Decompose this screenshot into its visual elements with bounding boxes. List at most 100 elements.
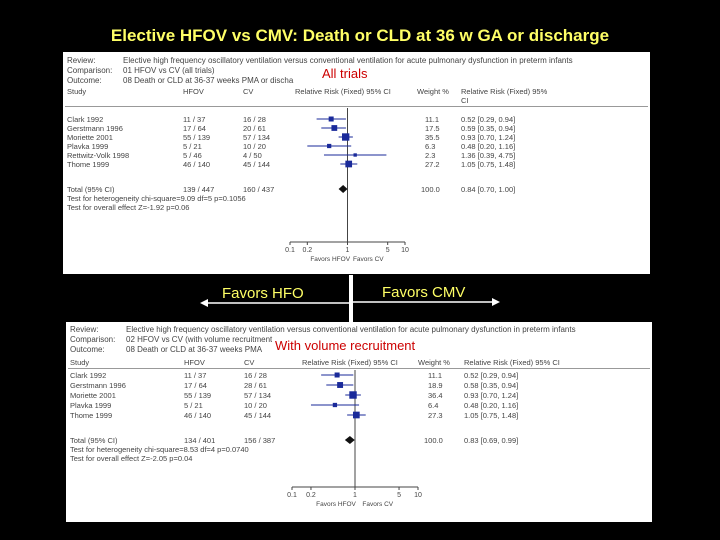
study-point [328, 116, 334, 122]
total-cv: 156 / 387 [244, 436, 276, 445]
axis-tick-label: 0.2 [302, 247, 312, 254]
header-study: Study [67, 87, 87, 96]
total-diamond [344, 436, 355, 444]
study-name: Plavka 1999 [67, 142, 109, 151]
cv-value: 57 / 134 [243, 133, 271, 142]
axis-tick-label: 0.1 [285, 247, 295, 254]
header-rr: Relative Risk (Fixed) 95% CI [295, 87, 391, 96]
study-point [337, 382, 344, 388]
study-point [331, 125, 338, 131]
header-study: Study [70, 358, 90, 367]
weight-value: 18.9 [428, 381, 443, 390]
comparison-text: 02 HFOV vs CV (with volume recruitment [126, 335, 273, 344]
overlay-label-volume-recruitment: With volume recruitment [272, 338, 419, 353]
cv-value: 20 / 61 [243, 124, 266, 133]
favors-hfo-label: Favors HFO [222, 285, 304, 302]
review-text: Elective high frequency oscillatory vent… [126, 325, 576, 334]
hfov-value: 55 / 139 [183, 133, 211, 142]
weight-value: 11.1 [428, 371, 443, 380]
rrci-value: 0.59 [0.35, 0.94] [461, 124, 516, 133]
axis-tick-label: 5 [397, 492, 401, 499]
weight-value: 11.1 [425, 115, 440, 124]
total-hfov: 134 / 401 [184, 436, 216, 445]
total-label: Total (95% CI) [67, 185, 115, 194]
header-weight: Weight % [418, 358, 450, 367]
rrci-value: 0.93 [0.70, 1.24] [464, 391, 519, 400]
weight-value: 6.4 [428, 401, 439, 410]
study-point [352, 411, 360, 419]
cv-value: 57 / 134 [244, 391, 272, 400]
header-hfov: HFOV [183, 87, 204, 96]
total-weight: 100.0 [424, 436, 443, 445]
hfov-value: 46 / 140 [184, 411, 212, 420]
study-point [342, 133, 350, 141]
hfov-value: 46 / 140 [183, 160, 211, 169]
weight-value: 27.3 [428, 411, 443, 420]
axis-tick-label: 0.2 [306, 492, 316, 499]
cv-value: 28 / 61 [244, 381, 267, 390]
axis-favors-hfov-label: Favors HFOV [310, 256, 350, 263]
rrci-value: 0.58 [0.35, 0.94] [464, 381, 519, 390]
study-name: Clark 1992 [70, 371, 107, 380]
hfov-value: 17 / 64 [184, 381, 207, 390]
cv-value: 10 / 20 [243, 142, 266, 151]
rrci-value: 0.93 [0.70, 1.24] [461, 133, 516, 142]
study-point [345, 160, 353, 168]
rrci-value: 1.05 [0.75, 1.48] [464, 411, 519, 420]
overlay-label-all-trials: All trials [319, 66, 371, 81]
axis-tick-label: 0.1 [287, 492, 297, 499]
study-point [334, 372, 340, 378]
header-rr: Relative Risk (Fixed) 95% CI [302, 358, 398, 367]
heterogeneity-test: Test for heterogeneity chi-square=9.09 d… [67, 194, 246, 203]
total-rrci: 0.83 [0.69, 0.99] [464, 436, 519, 445]
header-weight: Weight % [417, 87, 449, 96]
arrow-left [200, 299, 349, 307]
forest-plot-volume-recruitment: 0.1 0.2 1 5 10 Favors HFOV Favors CV [287, 370, 422, 508]
forest-plot-panel-volume-recruitment: Review: Elective high frequency oscillat… [66, 322, 652, 522]
total-weight: 100.0 [421, 185, 440, 194]
rrci-value: 0.48 [0.20, 1.16] [464, 401, 519, 410]
axis-favors-cv-label: Favors CV [362, 501, 393, 508]
study-point [332, 402, 338, 408]
overall-effect-test: Test for overall effect Z=-1.92 p=0.06 [67, 203, 190, 212]
rrci-value: 1.05 [0.75, 1.48] [461, 160, 516, 169]
header-rrci: Relative Risk (Fixed) 95% [461, 87, 548, 96]
study-point [327, 143, 332, 149]
total-diamond [338, 185, 348, 193]
axis-favors-hfov-label: Favors HFOV [316, 501, 356, 508]
arrow-right [353, 298, 500, 306]
study-name: Gerstmann 1996 [67, 124, 123, 133]
hfov-value: 11 / 37 [183, 115, 206, 124]
header-separator [65, 106, 648, 107]
hfov-value: 5 / 46 [183, 151, 202, 160]
rrci-value: 1.36 [0.39, 4.75] [461, 151, 516, 160]
cv-value: 16 / 28 [244, 371, 267, 380]
axis-tick-label: 10 [401, 247, 409, 254]
comparison-label: Comparison: [67, 66, 113, 75]
study-name: Thome 1999 [67, 160, 110, 169]
study-name: Moriette 2001 [67, 133, 113, 142]
study-point [349, 391, 357, 399]
slide-title: Elective HFOV vs CMV: Death or CLD at 36… [110, 26, 610, 45]
axis-favors-cv-label: Favors CV [353, 256, 384, 263]
axis-tick-label: 1 [353, 492, 357, 499]
favors-cmv-label: Favors CMV [382, 284, 466, 301]
outcome-label: Outcome: [70, 345, 105, 354]
header-separator [68, 368, 650, 369]
cv-value: 16 / 28 [243, 115, 266, 124]
overall-effect-test: Test for overall effect Z=-2.05 p=0.04 [70, 454, 193, 463]
weight-value: 35.5 [425, 133, 440, 142]
axis-tick-label: 5 [386, 247, 390, 254]
study-name: Rettwitz-Volk 1998 [67, 151, 130, 160]
weight-value: 27.2 [425, 160, 440, 169]
hfov-value: 55 / 139 [184, 391, 212, 400]
total-rrci: 0.84 [0.70, 1.00] [461, 185, 516, 194]
outcome-label: Outcome: [67, 76, 102, 85]
heterogeneity-test: Test for heterogeneity chi-square=8.53 d… [70, 445, 249, 454]
review-label: Review: [70, 325, 99, 334]
study-name: Plavka 1999 [70, 401, 112, 410]
study-point [353, 153, 357, 157]
center-divider-bar [349, 275, 353, 323]
study-name: Gerstmann 1996 [70, 381, 126, 390]
